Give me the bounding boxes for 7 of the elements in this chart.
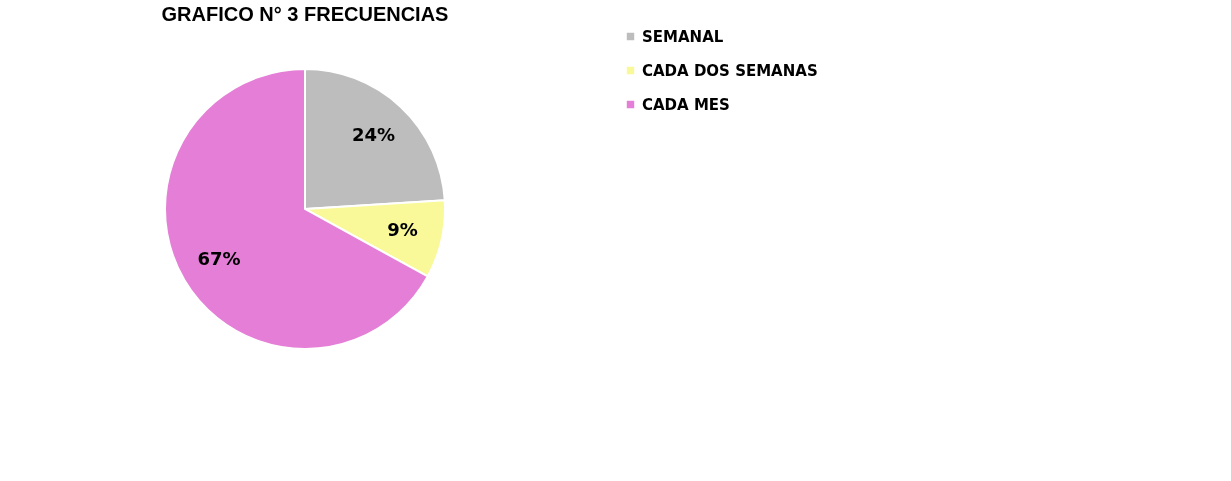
data-label: 67% [197,247,241,269]
data-label: 9% [387,218,418,240]
legend-label: SEMANAL [642,27,724,46]
data-label: 24% [351,124,395,146]
chart-title: GRAFICO N° 3 FRECUENCIAS [161,3,449,25]
legend-label: CADA MES [642,95,730,114]
legend-label: CADA DOS SEMANAS [642,61,818,80]
